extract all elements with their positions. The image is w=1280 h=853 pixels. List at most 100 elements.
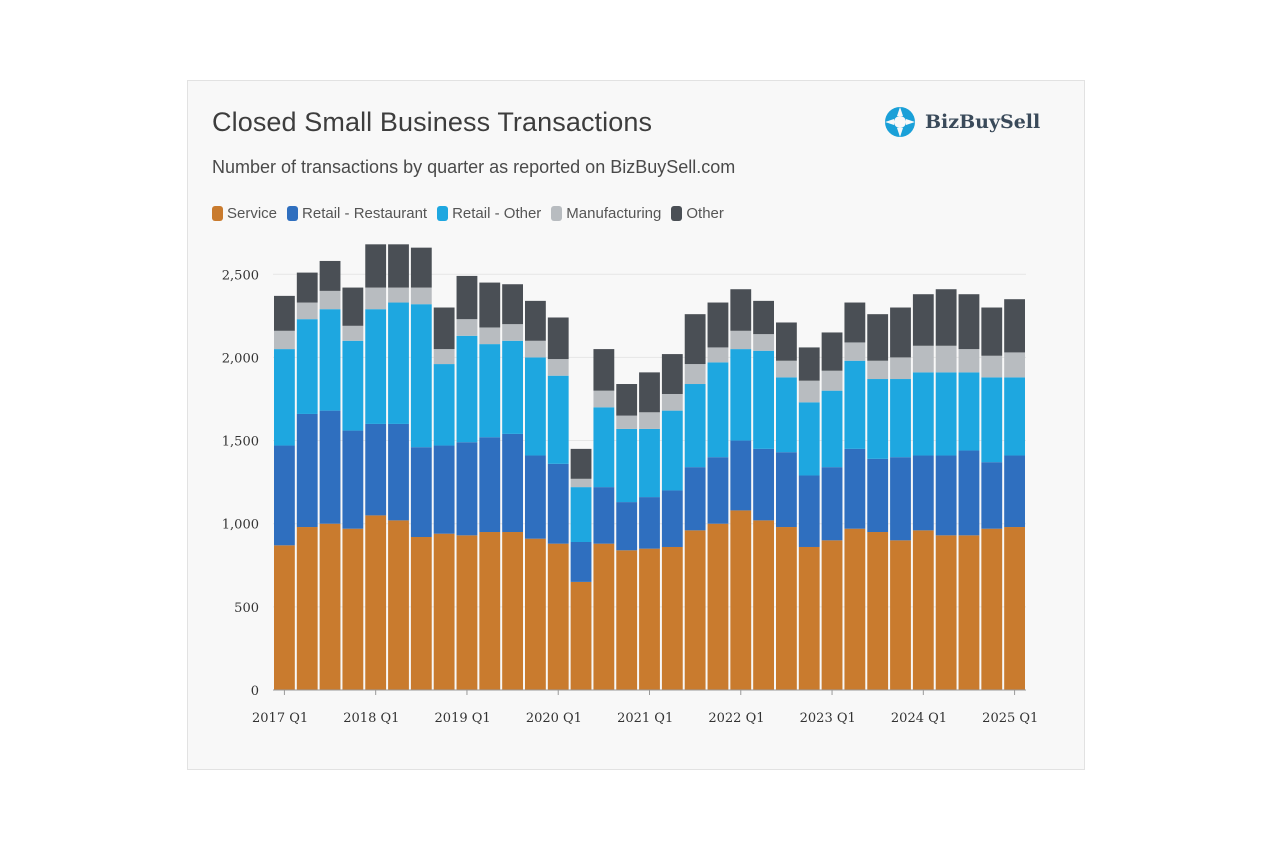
bar-segment <box>525 340 546 358</box>
bar-segment <box>821 332 843 371</box>
bar-segment <box>479 282 501 328</box>
x-tick-label: 2020 Q1 <box>526 711 582 726</box>
bar-segment <box>570 487 592 542</box>
bar-segment <box>616 428 638 503</box>
legend-swatch <box>437 206 449 221</box>
legend-item[interactable]: Service <box>212 205 277 222</box>
legend-label: Manufacturing <box>566 205 662 222</box>
bar-segment <box>342 340 364 431</box>
bar-segment <box>639 548 660 690</box>
x-tick-label: 2019 Q1 <box>435 711 491 726</box>
bar-segment <box>639 372 660 413</box>
bar-segment <box>958 349 980 373</box>
bar-segment <box>730 289 752 331</box>
y-tick-label: 1,000 <box>222 518 259 533</box>
bar-segment <box>890 357 911 380</box>
bar-segment <box>958 294 980 350</box>
bar-segment <box>661 410 683 491</box>
bar-segment <box>388 423 409 521</box>
bar-segment <box>410 304 432 448</box>
bar-segment <box>547 543 569 690</box>
bar-segment <box>296 302 318 320</box>
legend-item[interactable]: Manufacturing <box>551 205 661 222</box>
bar-segment <box>798 380 820 403</box>
bar-segment <box>593 487 615 544</box>
legend-label: Retail - Other <box>452 205 542 222</box>
legend-item[interactable]: Retail - Other <box>437 205 541 222</box>
bar-segment <box>684 314 706 365</box>
bar-segment <box>684 364 706 385</box>
bar-segment <box>525 455 546 539</box>
bar-segment <box>798 546 820 690</box>
bar-segment <box>912 294 934 346</box>
bar-segment <box>456 535 478 690</box>
bar-segment <box>867 314 889 361</box>
bar-segment <box>753 448 774 521</box>
bar-segment <box>1004 299 1025 353</box>
y-tick-label: 1,500 <box>222 435 259 450</box>
bar-segment <box>935 372 957 456</box>
bizbuysell-logo-icon <box>885 107 915 137</box>
bar-segment <box>776 360 797 378</box>
bar-segment <box>433 533 455 690</box>
bar-segment <box>296 319 318 414</box>
bar-segment <box>342 325 364 341</box>
bar-segment <box>707 457 729 524</box>
bar-segment <box>821 370 843 391</box>
bar-segment <box>935 345 957 373</box>
x-tick-label: 2024 Q1 <box>891 711 947 726</box>
legend-label: Other <box>686 205 724 222</box>
bar-segment <box>502 324 523 341</box>
bar-segment <box>707 302 729 348</box>
bar-segment <box>776 527 797 690</box>
chart-legend: Service Retail - Restaurant Retail - Other… <box>212 205 734 222</box>
bar-segment <box>890 540 911 690</box>
bar-segment <box>433 349 455 365</box>
bar-segment <box>365 423 387 516</box>
bar-segment <box>365 287 387 310</box>
legend-item[interactable]: Retail - Restaurant <box>287 205 427 222</box>
bar-segment <box>981 355 1003 378</box>
bar-segment <box>502 284 523 325</box>
bar-segment <box>912 372 934 456</box>
bar-segment <box>342 430 364 529</box>
x-tick-label: 2022 Q1 <box>708 711 764 726</box>
bar-segment <box>867 458 889 533</box>
bar-segment <box>1004 377 1025 456</box>
bar-segment <box>433 445 455 534</box>
bar-segment <box>502 340 523 434</box>
bar-segment <box>912 530 934 690</box>
x-tick-label: 2018 Q1 <box>343 711 399 726</box>
bar-segment <box>342 287 364 326</box>
bar-segment <box>867 532 889 690</box>
bar-segment <box>319 410 341 524</box>
bar-segment <box>479 344 501 438</box>
bar-segment <box>639 412 660 429</box>
bar-segment <box>593 349 615 391</box>
bar-segment <box>798 475 820 547</box>
bar-segment <box>456 442 478 536</box>
bar-segment <box>616 384 638 416</box>
bar-segment <box>593 543 615 690</box>
legend-label: Retail - Restaurant <box>302 205 428 222</box>
bar-segment <box>456 319 478 336</box>
bar-segment <box>365 244 387 288</box>
bar-segment <box>388 244 409 288</box>
bar-segment <box>730 510 752 690</box>
bar-segment <box>981 307 1003 356</box>
bar-segment <box>547 317 569 360</box>
bar-segment <box>844 302 866 343</box>
bar-segment <box>753 520 774 690</box>
bar-segment <box>1004 455 1025 528</box>
bar-segment <box>274 445 295 546</box>
bar-segment <box>410 447 432 538</box>
bar-segment <box>639 497 660 549</box>
bar-segment <box>890 307 911 358</box>
bar-segment <box>958 450 980 536</box>
bar-segment <box>342 528 364 690</box>
bar-segment <box>479 437 501 533</box>
bar-segment <box>547 463 569 544</box>
legend-item[interactable]: Other <box>671 205 724 222</box>
bar-segment <box>661 354 683 394</box>
bar-segment <box>661 393 683 411</box>
